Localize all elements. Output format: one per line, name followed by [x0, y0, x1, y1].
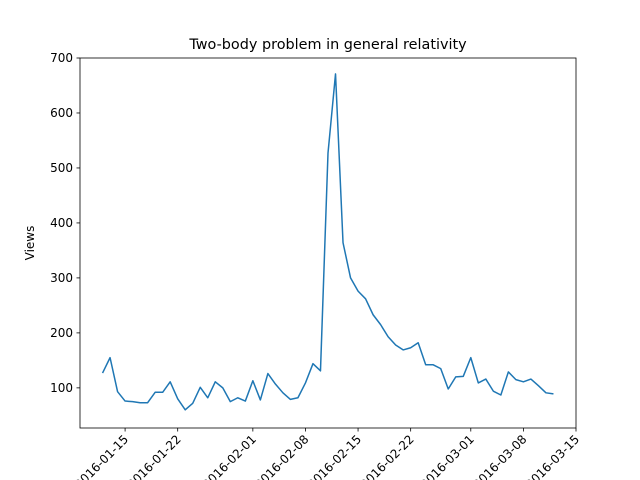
- y-tick-label: 200: [50, 326, 73, 340]
- plot-frame: [79, 57, 577, 429]
- y-tick-label: 700: [50, 51, 73, 65]
- chart-title: Two-body problem in general relativity: [188, 37, 467, 53]
- y-tick-label: 600: [50, 106, 73, 120]
- y-tick-label: 300: [50, 271, 73, 285]
- y-tick-label: 500: [50, 161, 73, 175]
- y-tick-label: 400: [50, 216, 73, 230]
- y-tick-label: 100: [50, 381, 73, 395]
- line-series: [101, 73, 554, 411]
- y-axis-label: Views: [23, 226, 37, 261]
